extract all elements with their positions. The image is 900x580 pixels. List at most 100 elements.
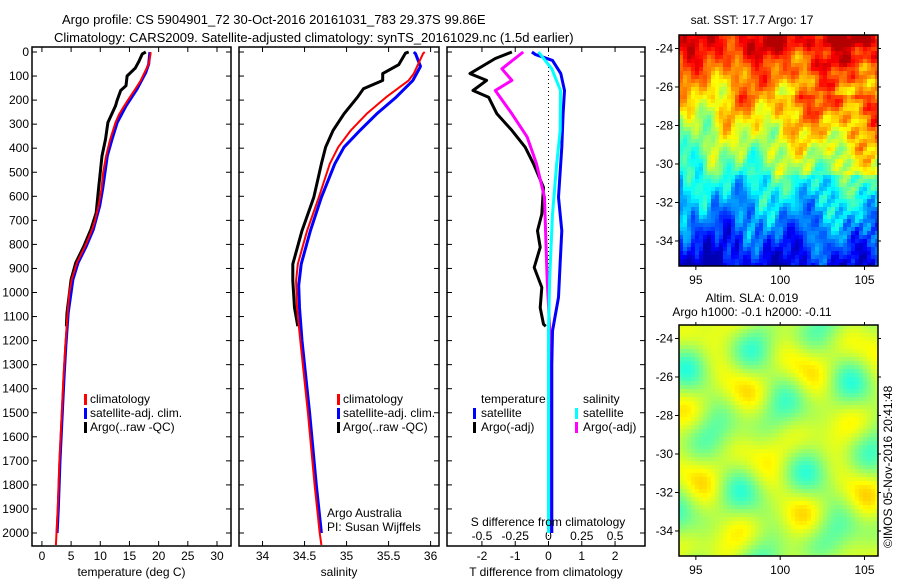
heatmap-cell: [871, 71, 875, 75]
heatmap-cell: [803, 135, 807, 139]
heatmap-cell: [703, 413, 707, 417]
heatmap-cell: [711, 441, 715, 445]
heatmap-cell: [823, 199, 827, 203]
heatmap-cell: [783, 457, 787, 461]
heatmap-cell: [691, 361, 695, 365]
heatmap-cell: [735, 353, 739, 357]
heatmap-cell: [707, 107, 711, 111]
heatmap-cell: [827, 219, 831, 223]
heatmap-cell: [691, 409, 695, 413]
heatmap-cell: [739, 469, 743, 473]
heatmap-cell: [775, 87, 779, 91]
heatmap-cell: [719, 449, 723, 453]
heatmap-cell: [823, 87, 827, 91]
heatmap-cell: [787, 51, 791, 55]
heatmap-cell: [835, 39, 839, 43]
heatmap-cell: [735, 325, 739, 329]
heatmap-cell: [699, 195, 703, 199]
heatmap-cell: [731, 203, 735, 207]
heatmap-cell: [703, 107, 707, 111]
heatmap-cell: [767, 67, 771, 71]
heatmap-cell: [783, 235, 787, 239]
heatmap-cell: [695, 143, 699, 147]
heatmap-cell: [703, 167, 707, 171]
heatmap-cell: [739, 143, 743, 147]
heatmap-cell: [815, 99, 819, 103]
heatmap-cell: [823, 461, 827, 465]
heatmap-cell: [795, 465, 799, 469]
heatmap-cell: [703, 385, 707, 389]
heatmap-cell: [831, 337, 835, 341]
heatmap-cell: [715, 353, 719, 357]
heatmap-cell: [807, 429, 811, 433]
heatmap-cell: [855, 441, 859, 445]
heatmap-cell: [763, 163, 767, 167]
heatmap-cell: [787, 55, 791, 59]
heatmap-cell: [687, 255, 691, 259]
heatmap-cell: [707, 373, 711, 377]
heatmap-cell: [803, 453, 807, 457]
heatmap-cell: [775, 47, 779, 51]
heatmap-cell: [791, 421, 795, 425]
heatmap-cell: [679, 353, 683, 357]
heatmap-cell: [679, 231, 683, 235]
x-tick-label: 105: [854, 273, 874, 287]
heatmap-cell: [867, 59, 871, 63]
heatmap-cell: [783, 39, 787, 43]
heatmap-cell: [679, 99, 683, 103]
heatmap-cell: [811, 55, 815, 59]
heatmap-cell: [843, 429, 847, 433]
heatmap-cell: [799, 91, 803, 95]
heatmap-cell: [727, 251, 731, 255]
heatmap-cell: [847, 373, 851, 377]
heatmap-cell: [751, 461, 755, 465]
heatmap-cell: [871, 365, 875, 369]
heatmap-cell: [727, 449, 731, 453]
heatmap-cell: [791, 159, 795, 163]
heatmap-cell: [863, 405, 867, 409]
heatmap-cell: [699, 449, 703, 453]
heatmap-cell: [719, 83, 723, 87]
heatmap-cell: [839, 191, 843, 195]
heatmap-cell: [787, 333, 791, 337]
heatmap-cell: [735, 183, 739, 187]
heatmap-cell: [871, 187, 875, 191]
heatmap-cell: [855, 381, 859, 385]
heatmap-cell: [871, 63, 875, 67]
heatmap-cell: [819, 71, 823, 75]
heatmap-cell: [751, 227, 755, 231]
title-line-2: Climatology: CARS2009. Satellite-adjuste…: [54, 30, 574, 45]
heatmap-cell: [847, 357, 851, 361]
heatmap-cell: [695, 219, 699, 223]
heatmap-cell: [751, 115, 755, 119]
heatmap-cell: [871, 397, 875, 401]
heatmap-cell: [843, 425, 847, 429]
heatmap-cell: [695, 255, 699, 259]
heatmap-cell: [819, 325, 823, 329]
heatmap-cell: [767, 373, 771, 377]
heatmap-cell: [779, 119, 783, 123]
heatmap-cell: [723, 67, 727, 71]
heatmap-cell: [739, 389, 743, 393]
heatmap-cell: [767, 91, 771, 95]
heatmap-cell: [695, 353, 699, 357]
heatmap-cell: [743, 413, 747, 417]
heatmap-cell: [707, 67, 711, 71]
heatmap-cell: [851, 111, 855, 115]
heatmap-cell: [743, 469, 747, 473]
heatmap-cell: [863, 393, 867, 397]
heatmap-cell: [687, 465, 691, 469]
heatmap-cell: [787, 433, 791, 437]
heatmap-cell: [863, 203, 867, 207]
heatmap-cell: [719, 59, 723, 63]
heatmap-cell: [815, 433, 819, 437]
heatmap-cell: [827, 83, 831, 87]
heatmap-cell: [823, 167, 827, 171]
heatmap-cell: [747, 219, 751, 223]
heatmap-cell: [707, 147, 711, 151]
heatmap-cell: [795, 183, 799, 187]
heatmap-cell: [839, 219, 843, 223]
heatmap-cell: [819, 211, 823, 215]
heatmap-cell: [795, 103, 799, 107]
heatmap-cell: [715, 111, 719, 115]
